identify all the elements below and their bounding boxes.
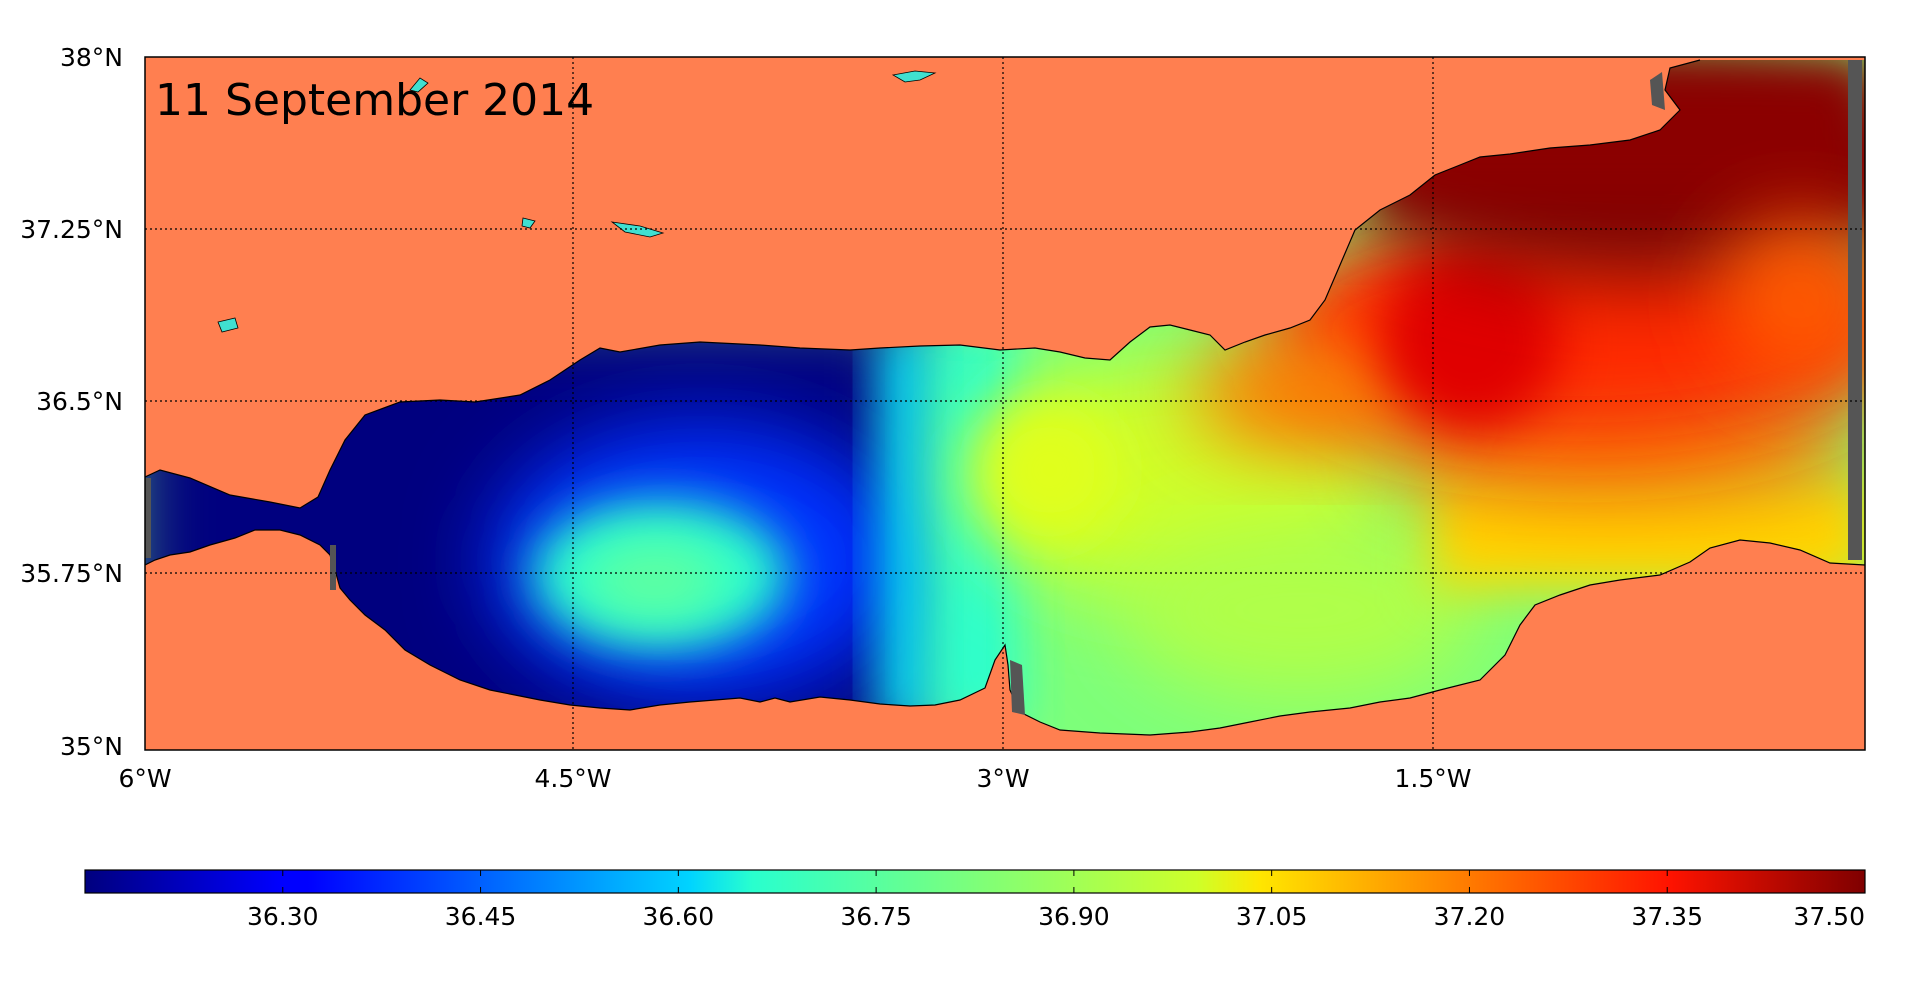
inland-water [217, 70, 937, 333]
lon-label: 1.5°W [1395, 764, 1472, 793]
lat-label: 37.25°N [20, 215, 123, 244]
date-label: 11 September 2014 [155, 75, 594, 126]
lon-label: 6°W [118, 764, 171, 793]
lat-label: 38°N [60, 43, 123, 72]
colorbar-gradient [84, 869, 1866, 894]
colorbar-tick-label: 36.30 [247, 902, 319, 931]
lon-axis: 6°W 4.5°W 3°W 1.5°W [118, 764, 1471, 793]
colorbar-tick-label: 37.50 [1793, 902, 1865, 931]
colorbar-tick-label: 37.05 [1236, 902, 1308, 931]
colorbar-tick-label: 36.45 [445, 902, 517, 931]
colorbar-tick-label: 36.90 [1038, 902, 1110, 931]
colorbar-tick-label: 36.75 [840, 902, 912, 931]
lon-label: 3°W [976, 764, 1029, 793]
lat-axis: 38°N 37.25°N 36.5°N 35.75°N 35°N [20, 43, 123, 761]
lat-label: 36.5°N [36, 387, 123, 416]
colorbar-tick-label: 37.20 [1434, 902, 1506, 931]
coastline [145, 59, 1865, 736]
colorbar-tick-label: 37.35 [1631, 902, 1703, 931]
colorbar: 36.30 36.45 36.60 36.75 36.90 37.05 37.20 37.35… [84, 869, 1866, 931]
colorbar-tick-label: 36.60 [643, 902, 715, 931]
nodata-patches [145, 60, 1862, 715]
graticule [145, 57, 1865, 750]
map-panel: 11 September 2014 38°N 37.25°N 36.5°N 35… [20, 43, 1866, 793]
lat-label: 35°N [60, 732, 123, 761]
map-frame [144, 56, 1866, 751]
lon-label: 4.5°W [535, 764, 612, 793]
colorbar-ticks: 36.30 36.45 36.60 36.75 36.90 37.05 37.20 37.35… [247, 870, 1866, 931]
lat-label: 35.75°N [20, 559, 123, 588]
